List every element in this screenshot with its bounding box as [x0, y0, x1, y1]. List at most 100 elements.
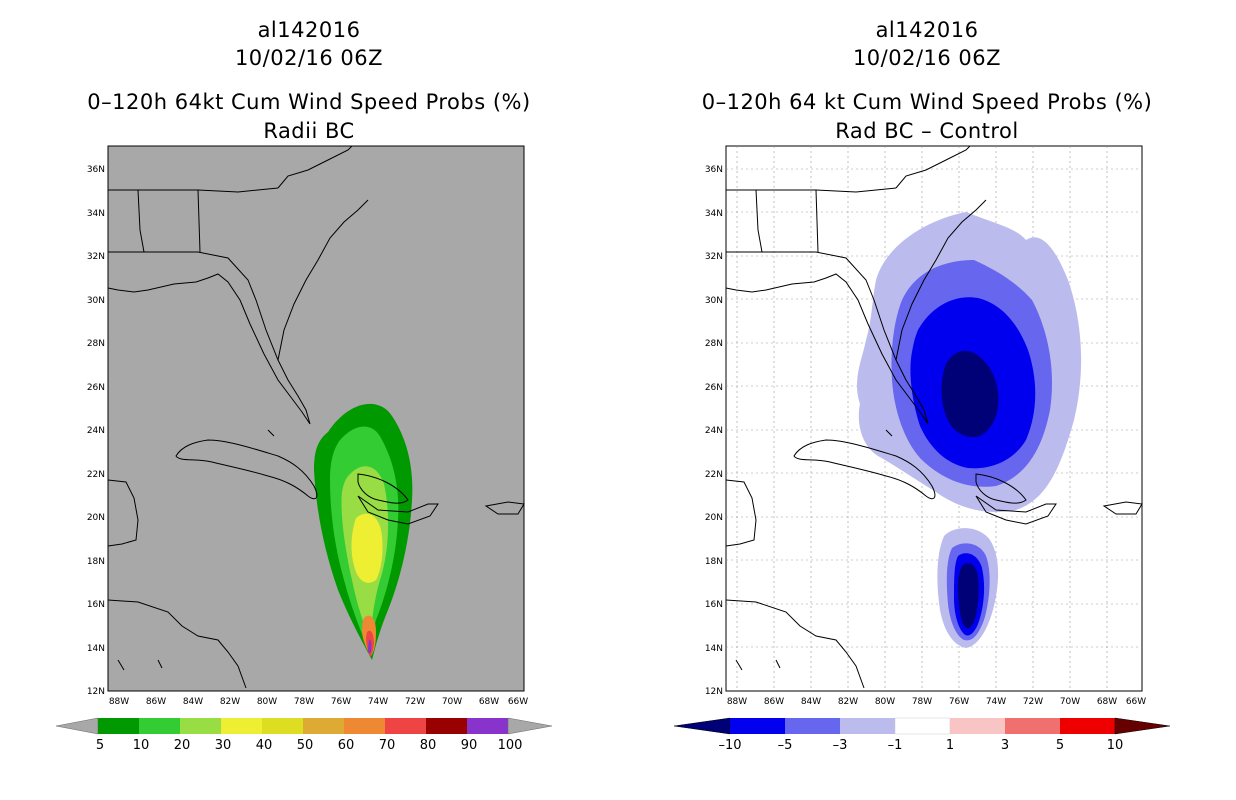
colorbar-label: 70: [379, 738, 396, 753]
lat-label: 20N: [87, 513, 105, 523]
colorbar-box: [344, 718, 385, 734]
colorbar-label: 1: [946, 738, 954, 753]
lon-label: 84W: [183, 697, 203, 707]
colorbar-box: [98, 718, 139, 734]
left-panel: al142016 10/02/16 06Z 0–120h 64kt Cum Wi…: [56, 18, 553, 753]
lon-label: 86W: [764, 697, 784, 707]
storm-id-title: al142016: [257, 18, 361, 42]
colorbar-box: [139, 718, 180, 734]
lat-axis: 12N 14N 16N 18N 20N 22N 24N 26N 28N 30N …: [87, 165, 105, 697]
lon-label: 76W: [949, 697, 969, 707]
lat-label: 34N: [705, 209, 723, 219]
colorbar-high-triangle: [1114, 717, 1171, 735]
product-title: 0–120h 64kt Cum Wind Speed Probs (%): [87, 90, 531, 114]
colorbar-label: –3: [833, 738, 848, 753]
difference-field: [856, 212, 1082, 648]
right-panel: al142016 10/02/16 06Z 0–120h 64 kt Cum W…: [618, 0, 1236, 800]
lat-label: 36N: [87, 165, 105, 175]
lat-label: 24N: [705, 426, 723, 436]
lat-label: 32N: [87, 252, 105, 262]
colorbar-box: [1005, 718, 1060, 734]
colorbar-labels: –10 –5 –3 –1 1 3 5 10: [718, 738, 1123, 753]
lat-label: 30N: [87, 296, 105, 306]
colorbar-label: –1: [888, 738, 903, 753]
colorbar-box: [426, 718, 467, 734]
colorbar-label: 40: [256, 738, 273, 753]
colorbar-label: 20: [174, 738, 191, 753]
lat-label: 20N: [705, 513, 723, 523]
lon-label: 66W: [1126, 697, 1146, 707]
colorbar-box: [785, 718, 840, 734]
left-colorbar: 5 10 20 30 40 50 60 70 80 90 100: [56, 717, 553, 753]
colorbar-low-triangle: [674, 717, 731, 735]
colorbar-box: [180, 718, 221, 734]
colorbar-label: 60: [338, 738, 355, 753]
colorbar-box: [1060, 718, 1115, 734]
experiment-title: Rad BC – Control: [835, 119, 1019, 143]
colorbar-box: [303, 718, 344, 734]
contour-90: [368, 639, 372, 654]
colorbar-box: [467, 718, 508, 734]
lat-label: 14N: [705, 644, 723, 654]
lat-label: 18N: [705, 557, 723, 567]
colorbar-label: 100: [498, 738, 523, 753]
lon-label: 68W: [1097, 697, 1117, 707]
lon-label: 74W: [368, 697, 388, 707]
lat-label: 34N: [87, 209, 105, 219]
contour-30: [351, 513, 383, 583]
lat-label: 28N: [87, 339, 105, 349]
lat-label: 18N: [87, 557, 105, 567]
probability-field: [314, 403, 413, 660]
lon-label: 88W: [727, 697, 747, 707]
colorbar-box: [262, 718, 303, 734]
lon-label: 78W: [912, 697, 932, 707]
lon-label: 80W: [875, 697, 895, 707]
lon-label: 76W: [331, 697, 351, 707]
lon-axis: 88W 86W 84W 82W 80W 78W 76W 74W 72W 70W …: [727, 697, 1146, 707]
colorbar-label: 50: [297, 738, 314, 753]
lon-label: 70W: [442, 697, 462, 707]
lat-label: 28N: [705, 339, 723, 349]
lon-label: 74W: [986, 697, 1006, 707]
lat-label: 12N: [87, 687, 105, 697]
lat-label: 32N: [705, 252, 723, 262]
colorbar-label: –5: [778, 738, 793, 753]
lat-label: 24N: [87, 426, 105, 436]
experiment-title: Radii BC: [263, 119, 355, 143]
lat-label: 14N: [87, 644, 105, 654]
coastlines: [107, 145, 525, 689]
lon-label: 88W: [109, 697, 129, 707]
lon-axis: 88W 86W 84W 82W 80W 78W 76W 74W 72W 70W …: [109, 697, 528, 707]
colorbar-label: 30: [215, 738, 232, 753]
lon-label: 66W: [508, 697, 528, 707]
colorbar-label: 10: [133, 738, 150, 753]
colorbar-boxes: [98, 718, 508, 734]
colorbar-box: [385, 718, 426, 734]
contour-south-minus10: [958, 563, 979, 629]
lon-label: 72W: [405, 697, 425, 707]
map-background: [107, 145, 525, 692]
colorbar-box: [950, 718, 1005, 734]
date-time-title: 10/02/16 06Z: [852, 46, 1002, 70]
lon-label: 68W: [479, 697, 499, 707]
right-map: 12N 14N 16N 18N 20N 22N 24N 26N 28N 30N …: [705, 145, 1146, 707]
colorbar-box: [894, 717, 951, 735]
lon-label: 82W: [220, 697, 240, 707]
date-time-title: 10/02/16 06Z: [234, 46, 384, 70]
colorbar-label: 5: [1056, 738, 1064, 753]
colorbar-label: 10: [1107, 738, 1124, 753]
colorbar-high-triangle: [507, 717, 553, 735]
lon-label: 72W: [1023, 697, 1043, 707]
lat-label: 30N: [705, 296, 723, 306]
product-title: 0–120h 64 kt Cum Wind Speed Probs (%): [701, 90, 1153, 114]
lat-label: 22N: [87, 470, 105, 480]
colorbar-label: 3: [1001, 738, 1009, 753]
left-map: 12N 14N 16N 18N 20N 22N 24N 26N 28N 30N …: [87, 145, 528, 707]
colorbar-label: 80: [420, 738, 437, 753]
colorbar-box: [840, 718, 895, 734]
lon-label: 86W: [146, 697, 166, 707]
colorbar-label: 90: [461, 738, 478, 753]
lon-label: 80W: [257, 697, 277, 707]
colorbar-label: –10: [718, 738, 741, 753]
lat-label: 12N: [705, 687, 723, 697]
